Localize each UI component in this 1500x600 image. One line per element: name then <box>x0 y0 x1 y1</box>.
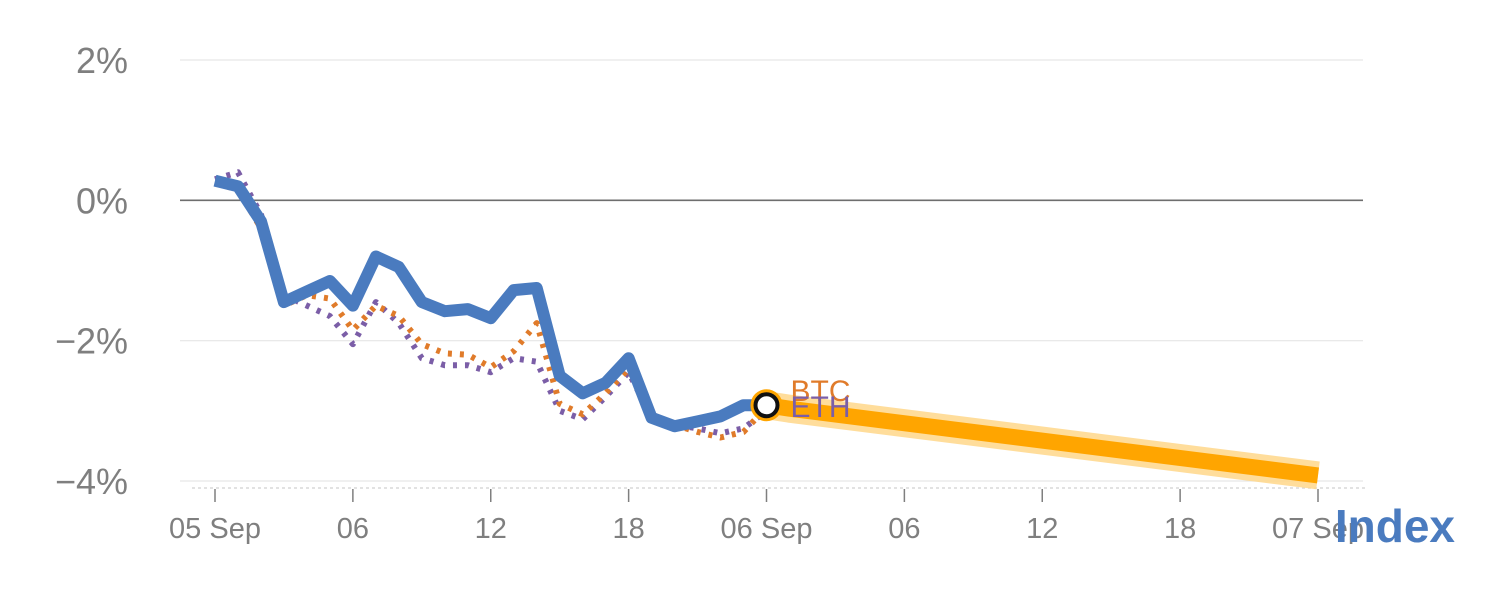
y-tick-label: −2% <box>55 321 128 362</box>
y-tick-label: 2% <box>76 40 128 81</box>
series-labels: BTC ETH <box>791 375 851 424</box>
eth-label: ETH <box>791 391 851 424</box>
grid-lines <box>180 59 1363 482</box>
end-marker-inner <box>753 392 780 419</box>
x-tick-label: 05 Sep <box>169 513 261 545</box>
x-tick-label: 06 <box>888 513 920 545</box>
x-tick-label: 06 Sep <box>721 513 813 545</box>
series-lines <box>213 169 1320 490</box>
end-marker <box>750 389 783 422</box>
series-line-index <box>213 174 767 433</box>
btc-label: BTC <box>791 375 851 408</box>
x-tick-label: 18 <box>1164 513 1196 545</box>
y-tick-label: 0% <box>76 180 128 221</box>
y-axis: 2% 0% −2% −4% <box>55 40 128 502</box>
series-line-eth <box>214 169 769 437</box>
x-tick-label: 18 <box>612 513 644 545</box>
x-axis: 05 Sep 06 12 18 06 Sep 06 12 18 07 Sep <box>169 487 1365 545</box>
x-tick-label: 12 <box>475 513 507 545</box>
index-axis-label: Index <box>1335 500 1456 552</box>
y-tick-label: −4% <box>55 461 128 502</box>
x-tick-label: 07 Sep <box>1272 513 1364 545</box>
x-tick-label: 06 <box>337 513 369 545</box>
x-tick-label: 12 <box>1026 513 1058 545</box>
